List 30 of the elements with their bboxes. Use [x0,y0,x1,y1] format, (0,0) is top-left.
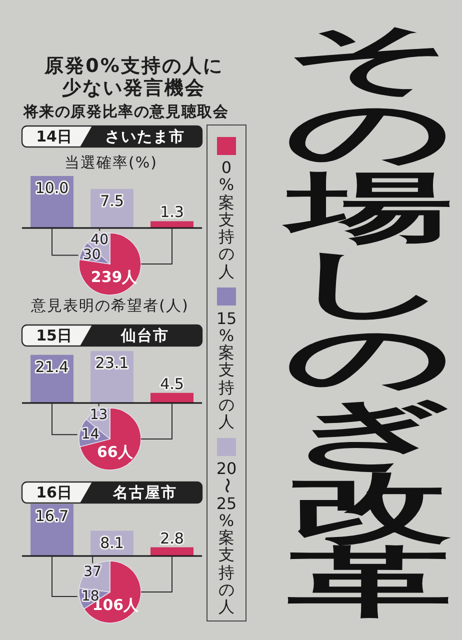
data-label: 30 [82,247,101,264]
chart-title: 意見表明の希望者(人) [31,298,189,314]
annotation: その場しのぎ改革 [283,20,456,620]
legend-label: 15%案支持の人 [215,310,238,430]
y-axis-title: 当選確率(%) [64,156,158,170]
chart-subtitle: さいたま市 [105,130,185,144]
data-label: 1.3 [160,203,184,222]
data-label: 21.4 [35,358,69,376]
chart-title: 14日 [36,130,72,144]
data-label: 40 [90,232,108,248]
data-label: 2.8 [160,529,184,548]
data-label: 66人 [96,443,133,462]
legend-label: 0%案支持の人 [218,159,236,280]
chart-subtitle: 将来の原発比率の意見聴取会 [23,104,229,120]
legend-label: 20〜25%案支持の人 [215,460,238,616]
data-label: 4.5 [160,374,184,393]
data-label: 37 [84,564,102,580]
data-label: 23.1 [95,354,129,372]
data-label: 14 [81,426,100,443]
data-label: 8.1 [100,534,124,552]
data-label: 239人 [90,268,138,286]
chart-subtitle: 仙台市 [121,328,169,344]
data-label: 10.0 [35,179,69,197]
data-label: 13 [90,407,108,424]
chart-title: 原発0%支持の人に少ない発言機会 [44,56,224,100]
data-label: 7.5 [100,192,124,210]
chart-subtitle: 名古屋市 [113,486,177,500]
data-label: 16.7 [35,507,69,525]
chart-title: 16日 [36,486,72,500]
chart-title: 15日 [36,328,72,344]
